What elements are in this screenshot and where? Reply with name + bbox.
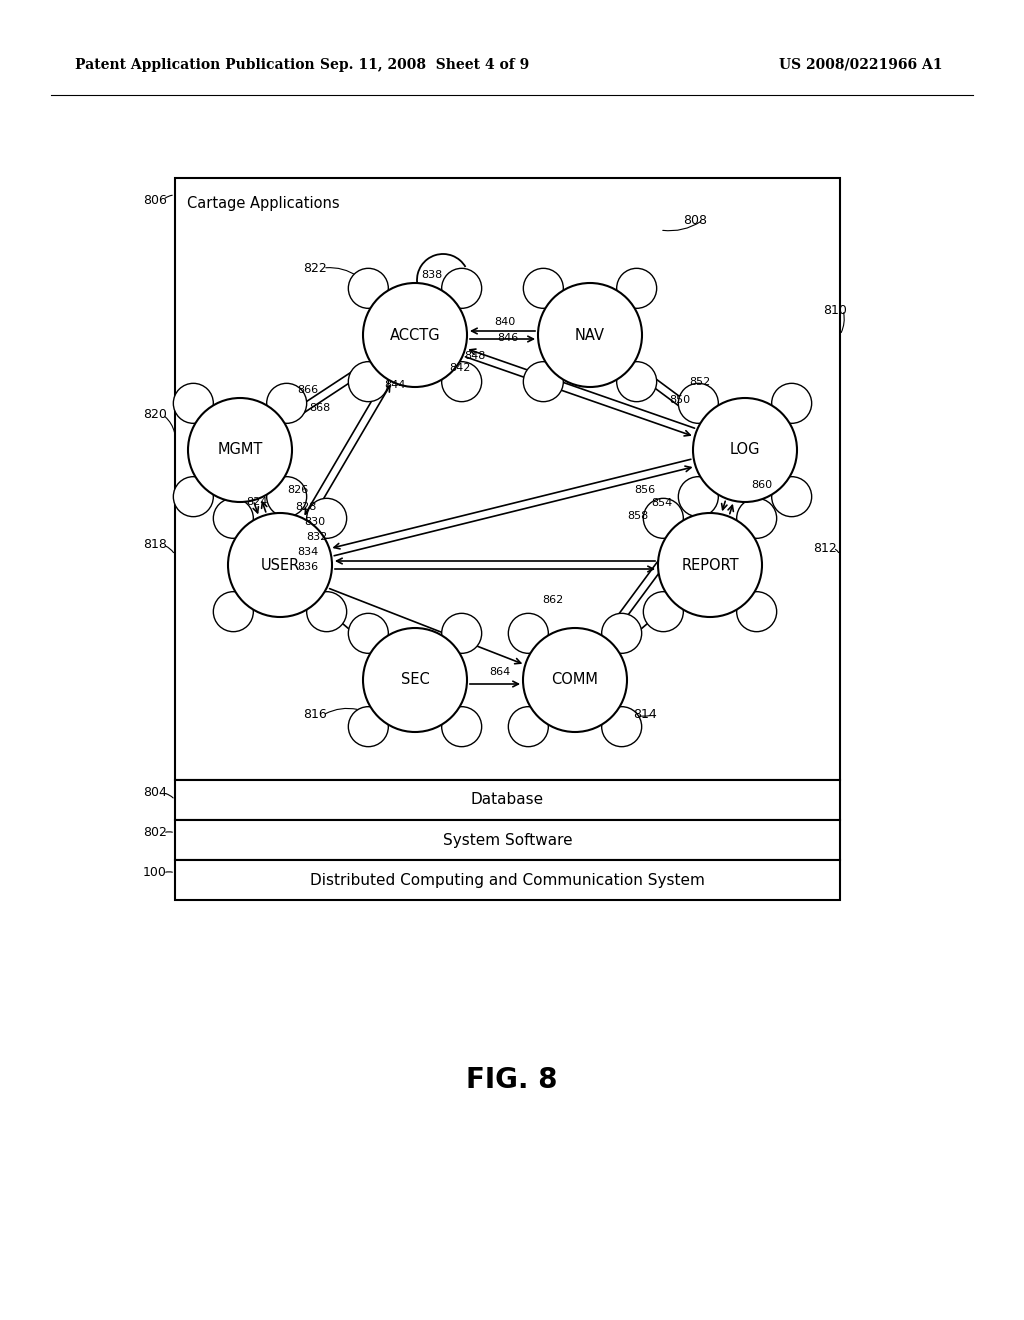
Text: Database: Database bbox=[471, 792, 544, 808]
Text: 854: 854 bbox=[651, 498, 673, 508]
Text: 804: 804 bbox=[143, 787, 167, 800]
Text: MGMT: MGMT bbox=[217, 442, 263, 458]
Circle shape bbox=[678, 383, 718, 424]
Text: 846: 846 bbox=[498, 333, 518, 343]
Circle shape bbox=[348, 362, 388, 401]
Text: 868: 868 bbox=[309, 403, 331, 413]
Circle shape bbox=[736, 499, 776, 539]
Text: 832: 832 bbox=[306, 532, 328, 543]
Bar bbox=[175, 861, 840, 900]
Text: 836: 836 bbox=[297, 562, 318, 572]
Circle shape bbox=[523, 628, 627, 733]
Text: 842: 842 bbox=[450, 363, 471, 374]
Text: 826: 826 bbox=[288, 484, 308, 495]
Circle shape bbox=[306, 591, 347, 632]
Circle shape bbox=[658, 513, 762, 616]
Text: 818: 818 bbox=[143, 539, 167, 552]
Text: 824: 824 bbox=[247, 498, 267, 507]
Circle shape bbox=[348, 706, 388, 747]
Text: 810: 810 bbox=[823, 304, 847, 317]
Text: COMM: COMM bbox=[552, 672, 598, 688]
Circle shape bbox=[523, 268, 563, 309]
Circle shape bbox=[616, 362, 656, 401]
Circle shape bbox=[173, 477, 213, 516]
Text: 856: 856 bbox=[635, 484, 655, 495]
Text: 858: 858 bbox=[628, 511, 648, 521]
Text: 862: 862 bbox=[543, 595, 563, 605]
Text: 808: 808 bbox=[683, 214, 707, 227]
Text: 852: 852 bbox=[689, 378, 711, 387]
Circle shape bbox=[188, 399, 292, 502]
Text: 834: 834 bbox=[297, 546, 318, 557]
Text: ACCTG: ACCTG bbox=[390, 327, 440, 342]
Circle shape bbox=[616, 268, 656, 309]
Circle shape bbox=[362, 628, 467, 733]
Text: SEC: SEC bbox=[400, 672, 429, 688]
Circle shape bbox=[306, 499, 347, 539]
Text: 850: 850 bbox=[670, 395, 690, 405]
Circle shape bbox=[508, 706, 548, 747]
Text: 838: 838 bbox=[421, 271, 442, 280]
Text: 820: 820 bbox=[143, 408, 167, 421]
Text: NAV: NAV bbox=[575, 327, 605, 342]
Circle shape bbox=[643, 499, 683, 539]
Circle shape bbox=[228, 513, 332, 616]
Circle shape bbox=[538, 282, 642, 387]
Text: 806: 806 bbox=[143, 194, 167, 206]
Circle shape bbox=[213, 499, 253, 539]
Text: 814: 814 bbox=[633, 709, 656, 722]
Circle shape bbox=[772, 383, 812, 424]
Text: 822: 822 bbox=[303, 261, 327, 275]
Bar bbox=[175, 780, 840, 820]
Circle shape bbox=[348, 268, 388, 309]
Text: Patent Application Publication: Patent Application Publication bbox=[75, 58, 314, 73]
Circle shape bbox=[266, 383, 306, 424]
Bar bbox=[175, 178, 840, 780]
Circle shape bbox=[772, 477, 812, 516]
Text: USER: USER bbox=[260, 557, 300, 573]
Text: FIG. 8: FIG. 8 bbox=[466, 1067, 558, 1094]
Text: LOG: LOG bbox=[730, 442, 760, 458]
Circle shape bbox=[441, 614, 481, 653]
Circle shape bbox=[441, 706, 481, 747]
Text: Sep. 11, 2008  Sheet 4 of 9: Sep. 11, 2008 Sheet 4 of 9 bbox=[321, 58, 529, 73]
Circle shape bbox=[602, 614, 642, 653]
Circle shape bbox=[736, 591, 776, 632]
Bar bbox=[175, 820, 840, 861]
Text: US 2008/0221966 A1: US 2008/0221966 A1 bbox=[778, 58, 942, 73]
Circle shape bbox=[678, 477, 718, 516]
Text: 828: 828 bbox=[295, 502, 316, 512]
Circle shape bbox=[348, 614, 388, 653]
Circle shape bbox=[693, 399, 797, 502]
Text: 816: 816 bbox=[303, 709, 327, 722]
Text: 848: 848 bbox=[464, 351, 485, 360]
Text: 860: 860 bbox=[752, 480, 772, 490]
Circle shape bbox=[441, 268, 481, 309]
Text: System Software: System Software bbox=[442, 833, 572, 847]
Circle shape bbox=[266, 477, 306, 516]
Circle shape bbox=[441, 362, 481, 401]
Circle shape bbox=[523, 362, 563, 401]
Text: 830: 830 bbox=[304, 517, 326, 527]
Text: 844: 844 bbox=[384, 380, 406, 389]
Circle shape bbox=[643, 591, 683, 632]
Circle shape bbox=[602, 706, 642, 747]
Text: 812: 812 bbox=[813, 541, 837, 554]
Circle shape bbox=[213, 591, 253, 632]
Text: 866: 866 bbox=[297, 385, 318, 395]
Text: 100: 100 bbox=[143, 866, 167, 879]
Text: Cartage Applications: Cartage Applications bbox=[187, 195, 340, 211]
Text: Distributed Computing and Communication System: Distributed Computing and Communication … bbox=[310, 873, 705, 887]
Text: 802: 802 bbox=[143, 826, 167, 840]
Circle shape bbox=[362, 282, 467, 387]
Text: REPORT: REPORT bbox=[681, 557, 738, 573]
Text: 864: 864 bbox=[489, 667, 511, 677]
Text: 840: 840 bbox=[495, 317, 516, 327]
Circle shape bbox=[173, 383, 213, 424]
Circle shape bbox=[508, 614, 548, 653]
